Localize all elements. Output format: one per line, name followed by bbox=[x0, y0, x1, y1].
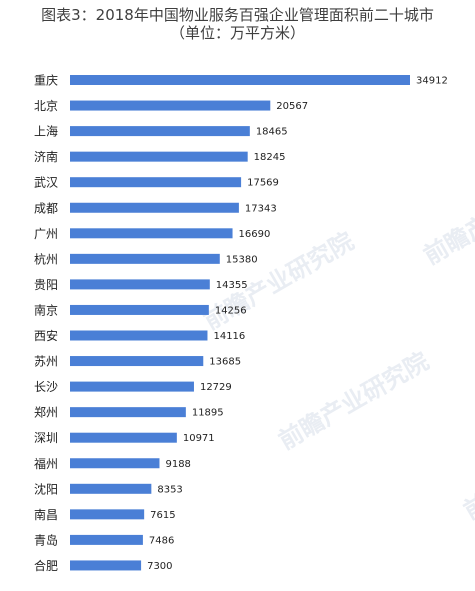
category-label: 武汉 bbox=[34, 176, 58, 190]
category-label: 西安 bbox=[34, 328, 58, 343]
category-label: 长沙 bbox=[34, 380, 58, 394]
category-label: 杭州 bbox=[34, 251, 58, 266]
value-label: 20567 bbox=[276, 101, 308, 112]
value-label: 14256 bbox=[215, 305, 247, 316]
bar bbox=[70, 458, 160, 469]
watermark-text: 前瞻产业研究院 bbox=[274, 347, 433, 455]
bar bbox=[70, 407, 186, 418]
bar bbox=[70, 534, 143, 545]
bar bbox=[70, 509, 145, 520]
watermark-text: 前瞻产业研究院 bbox=[419, 162, 475, 270]
category-label: 济南 bbox=[34, 149, 58, 164]
bar bbox=[70, 100, 271, 111]
category-label: 苏州 bbox=[34, 355, 58, 369]
bar bbox=[70, 126, 250, 137]
bar bbox=[70, 356, 204, 367]
category-label: 南京 bbox=[34, 302, 58, 317]
value-label: 7486 bbox=[149, 535, 174, 546]
value-label: 13685 bbox=[209, 357, 241, 368]
value-label: 9188 bbox=[165, 459, 190, 470]
category-label: 北京 bbox=[34, 99, 58, 113]
bar bbox=[70, 381, 194, 392]
category-label: 贵阳 bbox=[34, 278, 58, 292]
value-label: 7300 bbox=[147, 561, 172, 572]
category-label: 青岛 bbox=[34, 532, 58, 547]
category-label: 郑州 bbox=[34, 405, 58, 420]
value-label: 12729 bbox=[200, 382, 232, 393]
bar bbox=[70, 432, 177, 443]
bar bbox=[70, 177, 242, 188]
value-label: 14116 bbox=[213, 331, 245, 342]
bar bbox=[70, 202, 239, 213]
bar bbox=[70, 560, 142, 571]
bar bbox=[70, 483, 152, 494]
category-label: 上海 bbox=[34, 124, 58, 139]
value-label: 7615 bbox=[150, 510, 175, 521]
bars-layer: 重庆 34912 北京 20567 上海 18465 济南 18245 武汉 17569 成都 173… bbox=[34, 74, 448, 573]
bar bbox=[70, 304, 209, 315]
bar bbox=[70, 75, 410, 85]
bar bbox=[70, 279, 210, 290]
value-label: 15380 bbox=[226, 254, 258, 265]
chart-subtitle: （单位：万平方米） bbox=[169, 24, 305, 42]
category-label: 合肥 bbox=[34, 558, 58, 573]
value-label: 17569 bbox=[247, 178, 279, 189]
bar bbox=[70, 253, 220, 264]
category-label: 广州 bbox=[34, 227, 58, 241]
value-label: 8353 bbox=[157, 484, 182, 495]
category-label: 福州 bbox=[34, 456, 58, 471]
chart-title: 图表3：2018年中国物业服务百强企业管理面积前二十城市 bbox=[41, 6, 434, 24]
value-label: 34912 bbox=[416, 76, 448, 87]
value-label: 17343 bbox=[245, 203, 277, 214]
value-label: 14355 bbox=[216, 280, 248, 291]
value-label: 18465 bbox=[256, 127, 288, 138]
category-label: 重庆 bbox=[34, 74, 58, 88]
value-label: 11895 bbox=[192, 408, 224, 419]
value-label: 10971 bbox=[183, 433, 215, 444]
category-label: 南昌 bbox=[34, 507, 58, 522]
category-label: 成都 bbox=[34, 201, 58, 215]
watermark-text: 前瞻产业研究院 bbox=[459, 417, 475, 525]
value-label: 16690 bbox=[239, 229, 271, 240]
bar bbox=[70, 151, 248, 162]
category-label: 深圳 bbox=[34, 431, 58, 445]
value-label: 18245 bbox=[254, 152, 286, 163]
bar bbox=[70, 228, 233, 239]
bar bbox=[70, 330, 208, 341]
category-label: 沈阳 bbox=[34, 481, 58, 496]
